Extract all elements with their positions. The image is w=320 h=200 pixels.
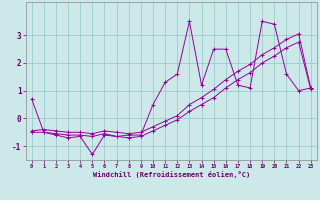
X-axis label: Windchill (Refroidissement éolien,°C): Windchill (Refroidissement éolien,°C)	[92, 171, 250, 178]
